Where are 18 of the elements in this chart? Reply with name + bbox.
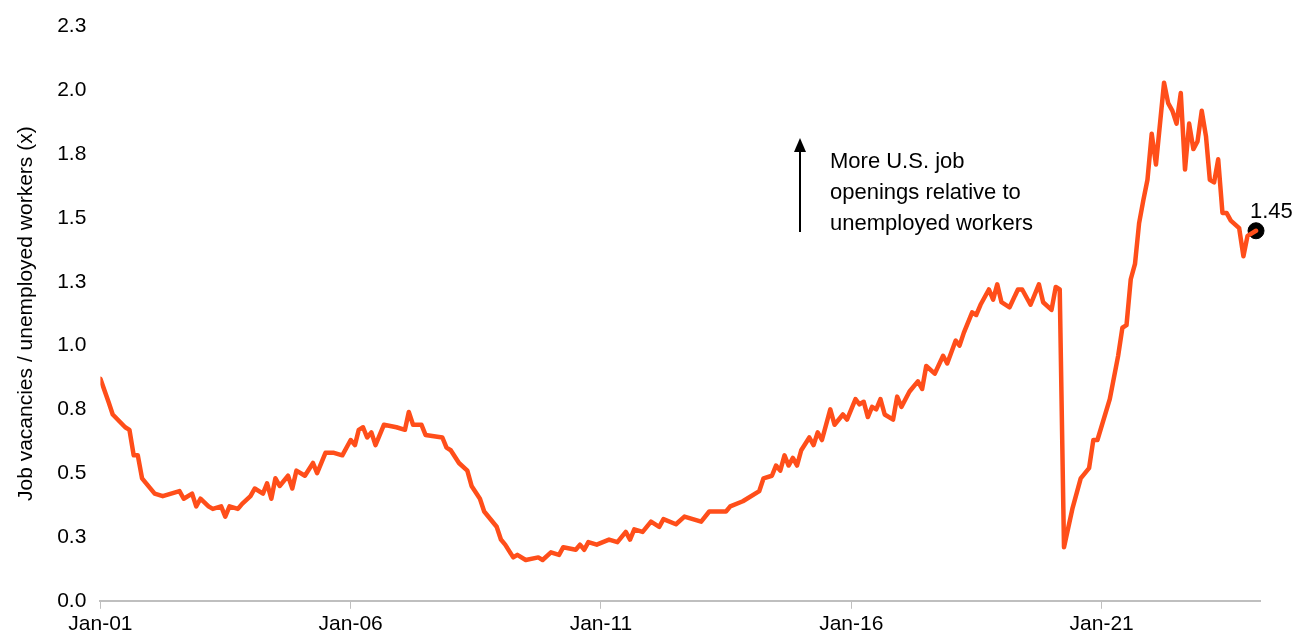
x-tick-label: Jan-01	[68, 611, 133, 635]
y-tick-label: 1.8	[57, 141, 87, 164]
x-tick-label: Jan-11	[569, 611, 633, 635]
x-tick-label: Jan-06	[318, 611, 383, 635]
annotation: More U.S. job openings relative to unemployed workers	[830, 147, 1033, 237]
y-tick-label: 0.5	[57, 460, 87, 483]
y-tick-label: 1.5	[57, 204, 87, 228]
x-tick-label: Jan-16	[819, 611, 884, 635]
y-tick-label: 0.8	[57, 396, 87, 420]
y-tick-label: 1.0	[57, 332, 87, 356]
y-tick-label: 2.0	[57, 77, 87, 101]
y-tick-label: 0.3	[57, 523, 87, 547]
x-tick-label: Jan-21	[1069, 611, 1134, 635]
y-tick-label: 1.3	[57, 268, 87, 292]
annotation: 1.45	[1250, 197, 1293, 223]
y-tick-label: 0.0	[57, 587, 87, 611]
y-axis-title: Job vacancies / unemployed workers (x)	[13, 126, 37, 502]
y-tick-label: 2.3	[57, 13, 87, 37]
